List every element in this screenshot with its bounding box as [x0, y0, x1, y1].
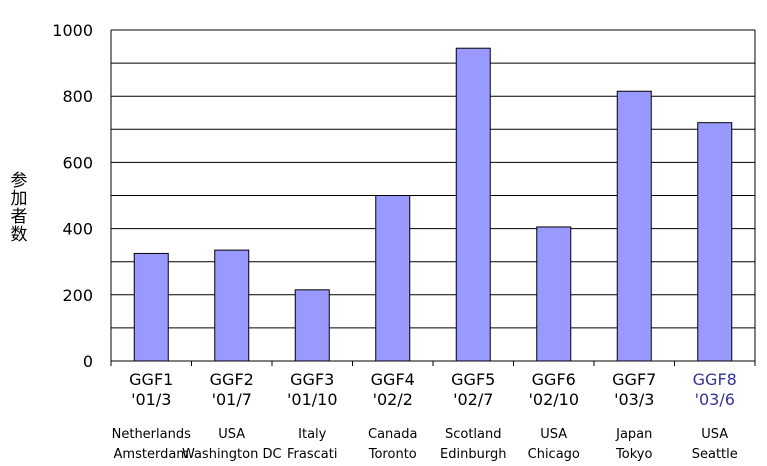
- x-tick-label-date: '02/7: [453, 390, 493, 409]
- y-tick-label: 0: [83, 352, 93, 371]
- x-tick-label-event: GGF4: [371, 370, 415, 389]
- y-tick-label: 200: [62, 286, 93, 305]
- location-city: Amsterdam: [114, 447, 189, 462]
- x-tick-label-event: GGF2: [210, 370, 254, 389]
- x-tick-label-event: GGF7: [612, 370, 656, 389]
- axes: [110, 30, 756, 366]
- x-tick-label-date: '01/7: [212, 390, 252, 409]
- bar-ggf3: [294, 289, 330, 362]
- x-tick-label-date: '01/10: [287, 390, 338, 409]
- x-tick-label-event: GGF8: [693, 370, 737, 389]
- y-tick-label: 600: [62, 153, 93, 172]
- bar-ggf2: [214, 249, 250, 362]
- location-city: Seattle: [692, 447, 738, 462]
- bar-ggf4: [375, 195, 411, 362]
- y-axis-label: 参 加 者 数: [8, 172, 30, 244]
- location-city: Edinburgh: [440, 447, 506, 462]
- location-country: Scotland: [445, 427, 502, 442]
- y-axis-label-char: 参: [10, 171, 28, 191]
- y-tick-label: 1000: [52, 21, 93, 40]
- location-country: USA: [218, 427, 245, 442]
- location-city: Tokyo: [615, 447, 652, 462]
- location-city: Chicago: [528, 447, 580, 462]
- location-country: Netherlands: [112, 427, 191, 442]
- y-tick-labels: 0 200 400 600 800 1000: [52, 21, 93, 371]
- location-labels: Netherlands Amsterdam USA Washington DC Ital…: [112, 427, 738, 462]
- bar-ggf6: [536, 226, 572, 362]
- location-city: Frascati: [287, 447, 337, 462]
- location-country: USA: [540, 427, 567, 442]
- y-axis-label-char: 加: [10, 189, 28, 209]
- bar-ggf1: [133, 252, 169, 362]
- y-tick-label: 400: [62, 220, 93, 239]
- bars: [133, 47, 733, 362]
- gridlines: [111, 29, 755, 329]
- x-tick-label-event: GGF3: [290, 370, 334, 389]
- x-tick-label-date: '02/10: [528, 390, 579, 409]
- x-tick-label-event: GGF6: [532, 370, 576, 389]
- x-tick-label-date: '03/3: [614, 390, 654, 409]
- x-tick-label-date: '02/2: [373, 390, 413, 409]
- location-country: Canada: [368, 427, 417, 442]
- x-tick-label-event: GGF5: [451, 370, 495, 389]
- x-tick-labels: GGF1'01/3 GGF2'01/7 GGF3'01/10 GGF4'02/2 GGF…: [129, 370, 737, 409]
- bar-ggf7: [616, 90, 652, 362]
- location-city: Washington DC: [182, 447, 282, 462]
- y-tick-label: 800: [62, 87, 93, 106]
- bar-ggf5: [455, 47, 491, 362]
- location-city: Toronto: [368, 447, 417, 462]
- bar-ggf8: [697, 122, 733, 362]
- y-axis-label-char: 数: [10, 225, 28, 245]
- y-axis-label-char: 者: [10, 207, 28, 227]
- location-country: Japan: [615, 427, 652, 442]
- x-tick-label-date: '01/3: [131, 390, 171, 409]
- x-tick-label-date: '03/6: [695, 390, 735, 409]
- location-country: USA: [701, 427, 728, 442]
- x-tick-label-event: GGF1: [129, 370, 173, 389]
- location-country: Italy: [298, 427, 327, 442]
